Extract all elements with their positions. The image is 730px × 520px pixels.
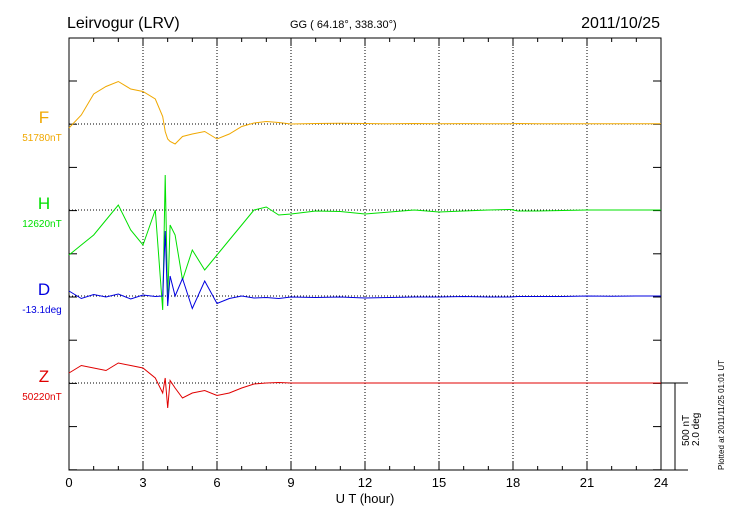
plot-footnote: Plotted at 2011/11/25 01:01 UT (717, 360, 726, 470)
series-labels: F 51780nT H 12620nT D -13.1deg Z 50220nT (22, 108, 61, 403)
x-tick-label: 9 (287, 475, 294, 490)
x-tick-label: 0 (65, 475, 72, 490)
series-z-baseline-label: 50220nT (22, 392, 61, 403)
tick-labels: 0 3 6 9 12 15 18 21 24 (65, 475, 668, 490)
x-tick-label: 24 (654, 475, 668, 490)
series-f-name: F (39, 108, 49, 127)
series-h-baseline-label: 12620nT (22, 219, 61, 230)
x-tick-label: 3 (139, 475, 146, 490)
x-tick-label: 15 (432, 475, 446, 490)
series-z-line (68, 362, 661, 409)
grid (142, 38, 588, 470)
chart-title: Leirvogur (LRV) (67, 15, 180, 32)
scale-bar-nt: 500 nT (681, 415, 692, 446)
series-f-baseline-label: 51780nT (22, 133, 61, 144)
ticks (68, 38, 662, 471)
series-f-line (68, 80, 661, 145)
scale-bar-deg: 2.0 deg (691, 413, 702, 446)
series-lines (68, 80, 661, 409)
x-tick-label: 18 (506, 475, 520, 490)
x-tick-label: 12 (358, 475, 372, 490)
x-axis-label: U T (hour) (336, 491, 395, 506)
chart-subtitle: GG ( 64.18°, 338.30°) (290, 19, 397, 31)
x-tick-label: 21 (580, 475, 594, 490)
x-tick-label: 6 (213, 475, 220, 490)
series-z-name: Z (39, 367, 49, 386)
series-d-line (68, 230, 661, 310)
chart-date: 2011/10/25 (581, 15, 660, 32)
series-h-line (68, 174, 661, 311)
series-d-baseline-label: -13.1deg (22, 305, 61, 316)
series-d-name: D (38, 280, 50, 299)
scale-bar: 500 nT 2.0 deg (661, 382, 702, 471)
series-h-name: H (38, 194, 50, 213)
